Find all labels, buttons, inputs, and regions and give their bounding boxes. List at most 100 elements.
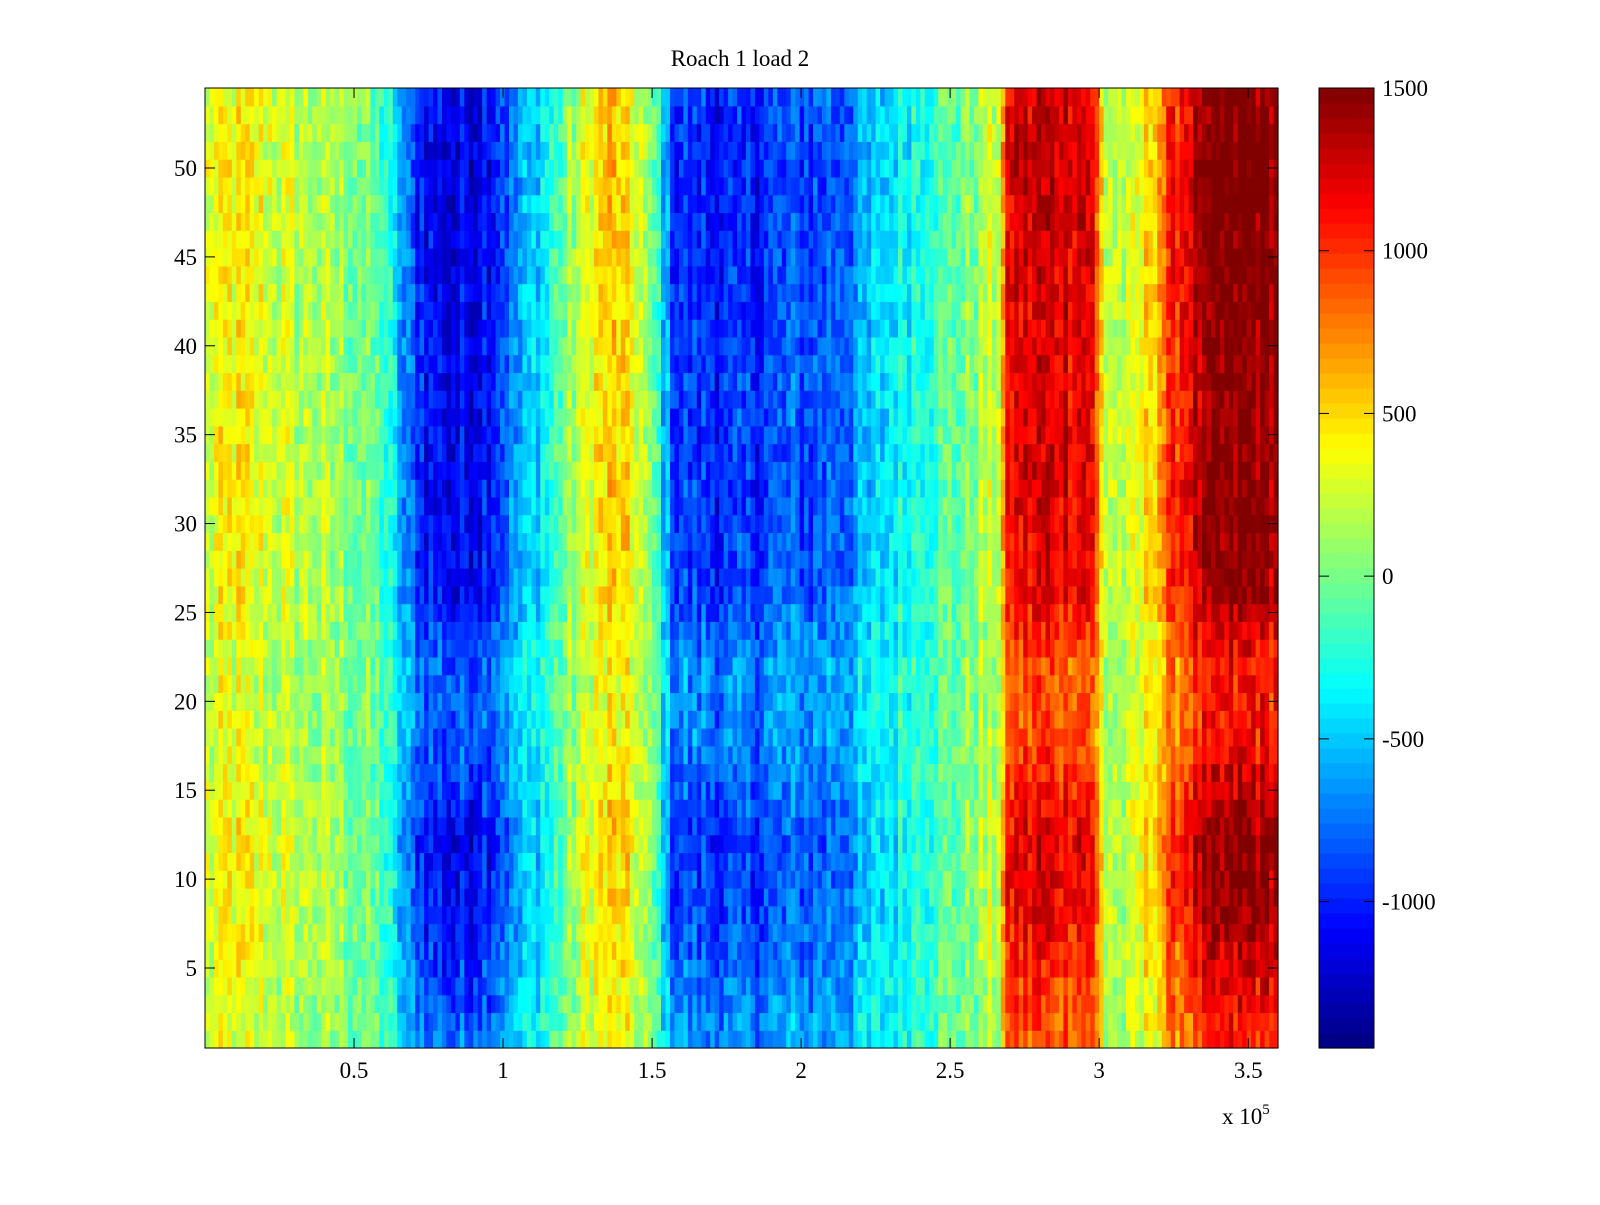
heatmap-cell	[339, 870, 345, 889]
heatmap-cell	[625, 781, 631, 800]
heatmap-cell	[1072, 905, 1078, 925]
heatmap-cell	[938, 781, 944, 800]
heatmap-cell	[1014, 763, 1020, 782]
heatmap-cell	[611, 728, 617, 747]
heatmap-cell	[839, 941, 845, 960]
heatmap-cell	[687, 692, 693, 711]
heatmap-cell	[352, 852, 358, 871]
heatmap-cell	[1125, 799, 1132, 818]
heatmap-cell	[240, 692, 246, 711]
heatmap-cell	[267, 745, 273, 765]
heatmap-cell	[616, 763, 622, 782]
heatmap-cell	[540, 674, 546, 694]
heatmap-cell	[607, 710, 613, 729]
heatmap-cell	[768, 959, 774, 978]
heatmap-cell	[996, 728, 1002, 747]
heatmap-cell	[473, 745, 479, 765]
heatmap-cell	[1157, 816, 1163, 836]
heatmap-cell	[339, 959, 345, 978]
heatmap-cell	[424, 870, 430, 889]
heatmap-cell	[428, 692, 434, 711]
heatmap-cell	[428, 728, 434, 747]
heatmap-cell	[1215, 799, 1221, 818]
heatmap-cell	[866, 923, 872, 942]
heatmap-cell	[1139, 799, 1145, 818]
heatmap-cell	[1009, 941, 1015, 960]
heatmap-cell	[938, 816, 944, 836]
heatmap-cell	[620, 923, 626, 942]
heatmap-cell	[357, 834, 363, 854]
heatmap-cell	[911, 1012, 917, 1031]
heatmap-cell	[464, 923, 470, 942]
heatmap-cell	[875, 976, 881, 996]
heatmap-cell	[902, 1030, 908, 1049]
heatmap-cell	[1076, 692, 1082, 711]
heatmap-cell	[969, 728, 975, 747]
heatmap-cell	[737, 799, 743, 818]
heatmap-cell	[661, 728, 667, 747]
heatmap-cell	[272, 870, 278, 889]
heatmap-cell	[1210, 1012, 1217, 1031]
heatmap-cell	[294, 1012, 300, 1031]
heatmap-cell	[786, 1012, 792, 1031]
heatmap-cell	[205, 941, 211, 960]
heatmap-cell	[468, 781, 474, 800]
heatmap-cell	[602, 888, 608, 907]
heatmap-cell	[777, 976, 783, 996]
heatmap-cell	[1099, 781, 1105, 800]
heatmap-cell	[1005, 692, 1011, 711]
heatmap-cell	[249, 816, 255, 836]
heatmap-cell	[549, 781, 555, 800]
heatmap-cell	[553, 888, 559, 907]
heatmap-cell	[1161, 852, 1167, 871]
heatmap-cell	[415, 852, 421, 871]
heatmap-cell	[1027, 674, 1033, 694]
heatmap-cell	[245, 959, 251, 978]
heatmap-cell	[1045, 1030, 1051, 1049]
heatmap-cell	[231, 852, 237, 871]
heatmap-cell	[227, 888, 233, 907]
heatmap-cell	[1166, 852, 1172, 871]
heatmap-cell	[1210, 994, 1217, 1014]
heatmap-cell	[862, 994, 868, 1014]
heatmap-cell	[1067, 799, 1073, 818]
heatmap-cell	[307, 674, 313, 694]
heatmap-cell	[732, 870, 738, 889]
heatmap-cell	[249, 781, 255, 800]
heatmap-cell	[947, 959, 953, 978]
heatmap-cell	[294, 888, 300, 907]
heatmap-cell	[942, 941, 948, 960]
heatmap-cell	[705, 728, 711, 747]
heatmap-cell	[862, 1012, 868, 1031]
heatmap-cell	[701, 994, 707, 1014]
heatmap-cell	[960, 1030, 966, 1049]
heatmap-cell	[942, 674, 948, 694]
heatmap-cell	[965, 870, 971, 889]
heatmap-cell	[1152, 834, 1158, 854]
heatmap-cell	[1237, 692, 1243, 711]
heatmap-cell	[705, 763, 711, 782]
heatmap-cell	[875, 763, 881, 782]
heatmap-cell	[1157, 692, 1163, 711]
heatmap-cell	[772, 710, 778, 729]
heatmap-cell	[956, 745, 962, 765]
heatmap-cell	[1264, 923, 1270, 942]
heatmap-cell	[889, 799, 895, 818]
heatmap-cell	[732, 745, 738, 765]
heatmap-cell	[799, 763, 805, 782]
heatmap-cell	[750, 923, 756, 942]
heatmap-cell	[871, 941, 877, 960]
heatmap-cell	[383, 745, 389, 765]
heatmap-cell	[379, 674, 385, 694]
heatmap-cell	[795, 923, 801, 942]
heatmap-cell	[741, 674, 747, 694]
heatmap-cell	[1215, 728, 1221, 747]
heatmap-cell	[607, 1012, 613, 1031]
heatmap-cell	[728, 923, 734, 942]
heatmap-cell	[991, 799, 997, 818]
heatmap-cell	[1054, 941, 1060, 960]
heatmap-cell	[1273, 1012, 1279, 1031]
heatmap-cell	[1112, 799, 1118, 818]
heatmap-cell	[647, 1012, 653, 1031]
heatmap-cell	[482, 976, 488, 996]
